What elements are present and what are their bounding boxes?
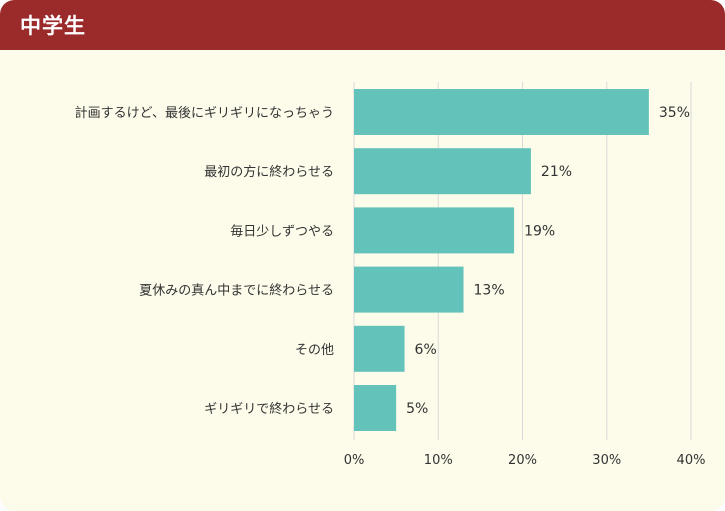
x-tick-label: 30% — [592, 453, 621, 468]
category-label: その他 — [295, 343, 334, 358]
x-tick-label: 20% — [508, 453, 537, 468]
chart-header: 中学生 — [0, 0, 725, 50]
data-label: 19% — [524, 223, 555, 239]
x-tick-label: 10% — [424, 453, 453, 468]
category-label: 最初の方に終わらせる — [204, 164, 334, 180]
x-tick-label: 0% — [344, 453, 365, 468]
category-label: 夏休みの真ん中までに終わらせる — [139, 283, 334, 299]
data-label: 13% — [474, 283, 505, 299]
data-label: 5% — [406, 401, 428, 417]
bar — [354, 148, 531, 195]
bar — [354, 266, 464, 313]
category-label: 計画するけど、最後にギリギリになっちゃう — [75, 105, 334, 121]
category-label: 毎日少しずつやる — [230, 223, 334, 239]
bar — [354, 325, 405, 372]
x-tick-label: 40% — [677, 453, 706, 468]
chart-title: 中学生 — [20, 14, 86, 38]
data-label: 35% — [659, 105, 690, 121]
data-label: 6% — [415, 342, 437, 358]
bar — [354, 385, 397, 431]
data-label: 21% — [541, 164, 572, 180]
category-label: ギリギリで終わらせる — [204, 401, 334, 417]
bar — [354, 207, 515, 254]
bar — [354, 89, 649, 135]
